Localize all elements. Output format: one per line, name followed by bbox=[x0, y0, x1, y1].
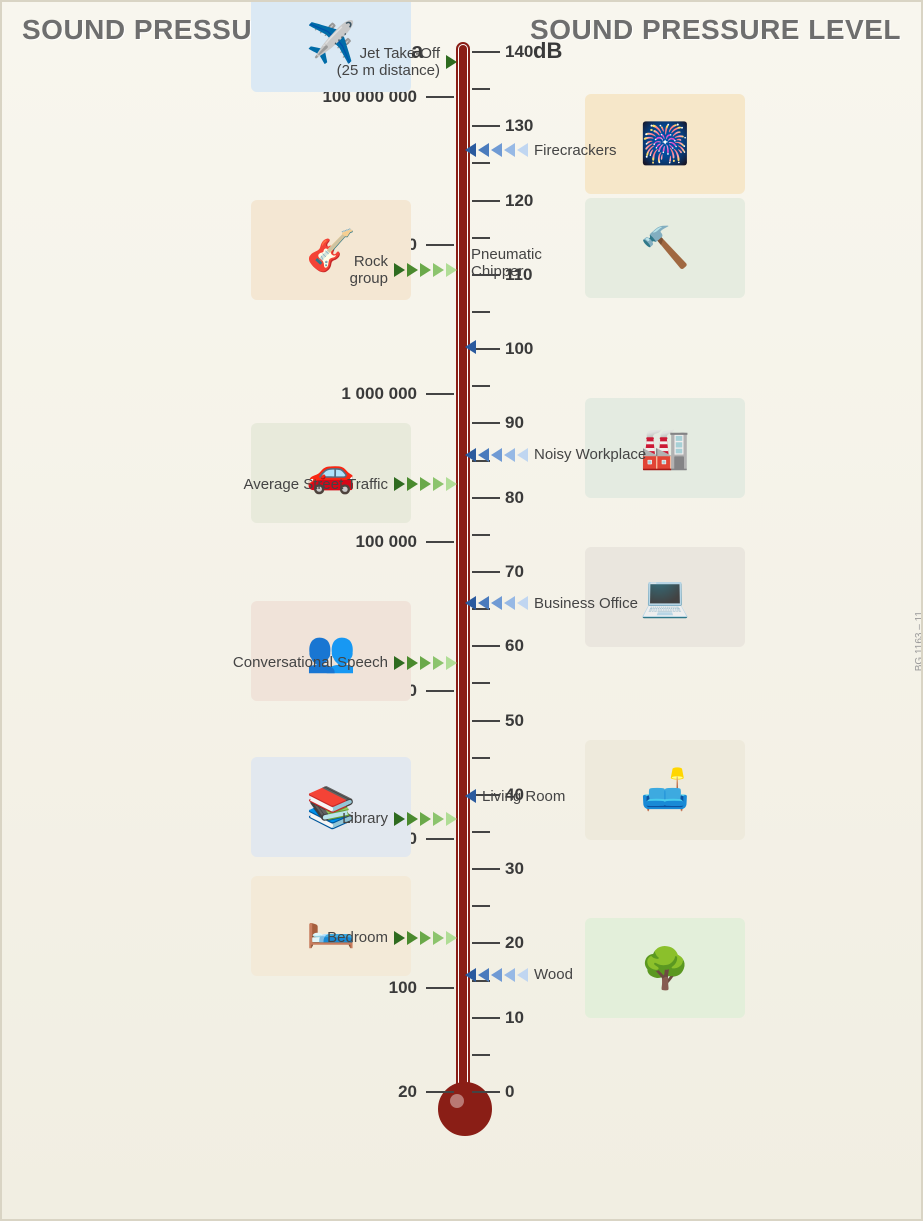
item-jet: ✈️Jet Take-Off (25 m distance) bbox=[51, 0, 411, 92]
db-tick-label: 70 bbox=[505, 562, 524, 582]
pa-tick-label: 1 000 000 bbox=[341, 384, 417, 404]
item-label: Average Street Traffic bbox=[243, 476, 388, 493]
db-tick-label: 10 bbox=[505, 1008, 524, 1028]
db-tick-minor bbox=[472, 831, 490, 833]
illustration-traffic: 🚗 bbox=[251, 423, 411, 523]
db-tick bbox=[472, 942, 500, 944]
thermometer-fill bbox=[459, 45, 467, 1099]
pa-tick bbox=[426, 690, 454, 692]
db-tick bbox=[472, 868, 500, 870]
db-tick bbox=[472, 571, 500, 573]
item-label: Conversational Speech bbox=[233, 654, 388, 671]
db-tick bbox=[472, 645, 500, 647]
db-tick-minor bbox=[472, 534, 490, 536]
arrows-right-icon bbox=[394, 812, 457, 826]
pa-tick bbox=[426, 541, 454, 543]
item-chipper: 🔨Pneumatic Chipper bbox=[545, 198, 923, 298]
pa-tick bbox=[426, 244, 454, 246]
item-label: Firecrackers bbox=[534, 142, 617, 159]
item-label: Noisy Workplace bbox=[534, 446, 646, 463]
title-right: SOUND PRESSURE LEVEL bbox=[530, 14, 901, 46]
arrows-left-icon bbox=[465, 596, 528, 610]
db-tick-label: 140 bbox=[505, 42, 533, 62]
item-bedroom: 🛏️Bedroom bbox=[51, 876, 411, 976]
arrows-right-icon bbox=[446, 55, 457, 69]
item-label: Pneumatic Chipper bbox=[471, 246, 542, 281]
item-rock: 🎸Rock group bbox=[51, 200, 411, 300]
item-wood: 🌳Wood bbox=[545, 918, 923, 1018]
arrows-left-icon bbox=[465, 968, 528, 982]
pa-tick bbox=[426, 987, 454, 989]
db-tick bbox=[472, 125, 500, 127]
pa-tick-label: 100 000 bbox=[356, 532, 417, 552]
db-tick bbox=[472, 497, 500, 499]
illustration-chipper: 🔨 bbox=[585, 198, 745, 298]
item-living: 🛋️Living Room bbox=[545, 740, 923, 840]
db-tick-minor bbox=[472, 237, 490, 239]
db-tick bbox=[472, 422, 500, 424]
item-label: Living Room bbox=[482, 788, 565, 805]
pa-tick-label: 20 bbox=[398, 1082, 417, 1102]
item-firecrackers: 🎆Firecrackers bbox=[545, 94, 923, 194]
db-tick-minor bbox=[472, 385, 490, 387]
db-tick bbox=[472, 1017, 500, 1019]
footer-code: BG 1163 – 11 bbox=[914, 611, 923, 671]
db-tick bbox=[472, 720, 500, 722]
item-workplace: 🏭Noisy Workplace bbox=[545, 398, 923, 498]
arrows-right-icon bbox=[394, 931, 457, 945]
arrows-left-icon bbox=[465, 340, 476, 354]
db-tick-label: 50 bbox=[505, 711, 524, 731]
db-tick bbox=[472, 200, 500, 202]
db-tick-minor bbox=[472, 162, 490, 164]
item-label: Library bbox=[342, 810, 388, 827]
pa-tick bbox=[426, 1091, 454, 1093]
db-tick-minor bbox=[472, 311, 490, 313]
db-tick bbox=[472, 1091, 500, 1093]
db-tick bbox=[472, 51, 500, 53]
db-tick-label: 0 bbox=[505, 1082, 514, 1102]
db-tick-label: 30 bbox=[505, 859, 524, 879]
arrows-left-icon bbox=[465, 448, 528, 462]
arrows-left-icon bbox=[465, 789, 476, 803]
db-tick-label: 120 bbox=[505, 191, 533, 211]
item-traffic: 🚗Average Street Traffic bbox=[51, 423, 411, 523]
illustration-speech: 👥 bbox=[251, 601, 411, 701]
illustration-bedroom: 🛏️ bbox=[251, 876, 411, 976]
illustration-living: 🛋️ bbox=[585, 740, 745, 840]
item-speech: 👥Conversational Speech bbox=[51, 601, 411, 701]
db-tick-minor bbox=[472, 1054, 490, 1056]
illustration-library: 📚 bbox=[251, 757, 411, 857]
db-tick-label: 130 bbox=[505, 116, 533, 136]
unit-right: dB bbox=[533, 38, 562, 64]
db-tick-minor bbox=[472, 905, 490, 907]
pa-tick-label: 100 bbox=[389, 978, 417, 998]
arrows-left-icon bbox=[465, 143, 528, 157]
db-tick-minor bbox=[472, 757, 490, 759]
pa-tick bbox=[426, 96, 454, 98]
db-tick-minor bbox=[472, 88, 490, 90]
db-tick-label: 90 bbox=[505, 413, 524, 433]
arrows-right-icon bbox=[394, 477, 457, 491]
item-label: Jet Take-Off (25 m distance) bbox=[337, 45, 440, 80]
item-office: 💻Business Office bbox=[545, 547, 923, 647]
db-tick-label: 60 bbox=[505, 636, 524, 656]
db-tick-minor bbox=[472, 682, 490, 684]
item-label: Bedroom bbox=[327, 929, 388, 946]
sound-pressure-infographic: SOUND PRESSURE SOUND PRESSURE LEVEL μPa … bbox=[0, 0, 923, 1221]
item-library: 📚Library bbox=[51, 757, 411, 857]
item-label: Wood bbox=[534, 966, 573, 983]
item-label: Rock group bbox=[350, 253, 388, 288]
pa-tick bbox=[426, 838, 454, 840]
pa-tick bbox=[426, 393, 454, 395]
db-tick-label: 20 bbox=[505, 933, 524, 953]
item-label: Business Office bbox=[534, 595, 638, 612]
illustration-wood: 🌳 bbox=[585, 918, 745, 1018]
arrows-right-icon bbox=[394, 656, 457, 670]
db-tick-label: 100 bbox=[505, 339, 533, 359]
arrows-right-icon bbox=[394, 263, 457, 277]
db-tick-label: 80 bbox=[505, 488, 524, 508]
